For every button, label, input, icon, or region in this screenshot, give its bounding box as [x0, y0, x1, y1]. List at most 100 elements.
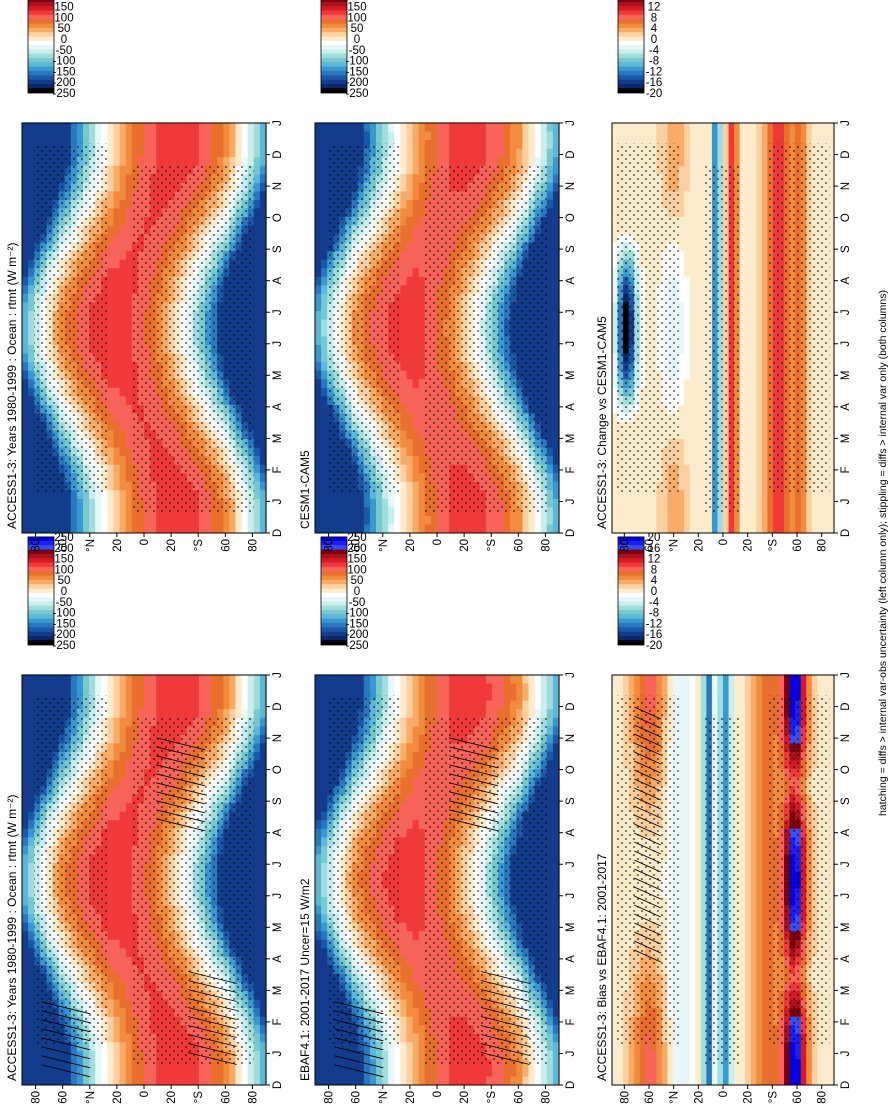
heatmap-cell — [58, 1067, 66, 1077]
colorbar-swatch — [28, 571, 54, 576]
heatmap-cell — [186, 1075, 194, 1085]
heatmap-cell — [107, 998, 115, 1009]
heatmap-cell — [107, 1067, 115, 1077]
heatmap-cell — [137, 122, 145, 132]
heatmap-cell — [418, 1016, 426, 1026]
heatmap-cell — [400, 1050, 408, 1060]
heatmap-cell — [418, 1075, 426, 1085]
heatmap-cell — [180, 1075, 188, 1085]
heatmap-cell — [211, 523, 218, 533]
heatmap-cell — [131, 691, 139, 701]
heatmap-cell — [119, 395, 127, 405]
heatmap-cell — [76, 130, 84, 141]
heatmap-cell — [253, 404, 261, 414]
heatmap-cell — [198, 682, 206, 693]
heatmap-cell — [247, 148, 255, 158]
heatmap-cell — [22, 1024, 29, 1034]
heatmap-cell — [144, 1075, 151, 1085]
colorbar-swatch — [28, 49, 54, 55]
heatmap-cell — [107, 1075, 115, 1085]
month-label: D — [272, 150, 284, 158]
month-label: N — [272, 734, 284, 742]
heatmap-cell — [174, 130, 182, 141]
heatmap-cell — [241, 515, 249, 525]
heatmap-cell — [186, 148, 194, 158]
heatmap-cell — [119, 446, 127, 457]
heatmap-cell — [113, 259, 121, 269]
heatmap-cell — [107, 776, 115, 787]
heatmap-cell — [400, 1058, 408, 1068]
colorbar-swatch — [28, 618, 54, 624]
month-label: M — [272, 986, 284, 996]
heatmap-cell — [418, 879, 426, 889]
heatmap-cell — [253, 216, 261, 226]
heatmap-cell — [546, 896, 554, 906]
heatmap-cell — [101, 122, 109, 132]
heatmap-cell — [113, 887, 121, 898]
heatmap-cell — [125, 173, 133, 183]
heatmap-cell — [22, 862, 29, 872]
heatmap-cell — [412, 947, 420, 957]
heatmap-cell — [113, 922, 121, 932]
colorbar-swatch — [28, 19, 54, 24]
heatmap-cell — [107, 165, 115, 175]
heatmap-cell — [28, 293, 35, 303]
heatmap-cell — [168, 139, 176, 149]
heatmap-cell — [400, 879, 408, 889]
heatmap-cell — [259, 1041, 267, 1051]
heatmap-cell — [119, 267, 127, 277]
heatmap-cell — [107, 1007, 115, 1017]
heatmap-cell — [315, 879, 322, 889]
heatmap-cell — [22, 156, 29, 166]
heatmap-cell — [205, 674, 212, 684]
heatmap-cell — [253, 879, 261, 889]
heatmap-cell — [321, 990, 328, 1000]
heatmap-cell — [107, 939, 115, 949]
heatmap-cell — [113, 481, 121, 491]
heatmap-cell — [259, 896, 267, 906]
heatmap-cell — [113, 939, 121, 949]
heatmap-cell — [253, 165, 261, 175]
heatmap-cell — [131, 682, 139, 693]
heatmap-cell — [418, 922, 426, 932]
heatmap-cell — [119, 998, 127, 1009]
heatmap-cell — [28, 1058, 35, 1068]
heatmap-cell — [101, 1067, 109, 1077]
heatmap-cell — [192, 1067, 200, 1077]
heatmap-cell — [229, 148, 237, 158]
heatmap-cell — [186, 691, 194, 701]
lat-label: 0 — [139, 1091, 151, 1097]
heatmap-cell — [113, 853, 121, 863]
heatmap-cell — [125, 130, 133, 141]
heatmap-cell — [125, 751, 133, 761]
heatmap-cell — [253, 335, 261, 346]
heatmap-cell — [22, 674, 29, 684]
heatmap-cell — [28, 370, 35, 380]
heatmap-cell — [186, 515, 194, 525]
heatmap-cell — [28, 870, 35, 880]
heatmap-cell — [125, 387, 133, 397]
heatmap-cell — [418, 939, 426, 949]
heatmap-cell — [113, 802, 121, 812]
heatmap-cell — [315, 1075, 322, 1085]
heatmap-cell — [95, 682, 102, 693]
heatmap-cell — [113, 267, 121, 277]
heatmap-cell — [22, 768, 29, 778]
heatmap-cell — [125, 267, 133, 277]
heatmap-cell — [119, 785, 127, 795]
heatmap-cell — [259, 913, 267, 923]
heatmap-cell — [540, 1075, 548, 1085]
heatmap-cell — [83, 506, 90, 516]
heatmap-cell — [400, 1007, 408, 1017]
heatmap-cell — [107, 378, 115, 388]
heatmap-cell — [241, 523, 249, 533]
heatmap-cell — [119, 700, 127, 710]
heatmap-cell — [22, 241, 29, 252]
heatmap-cell — [52, 1075, 60, 1085]
heatmap-cell — [406, 939, 414, 949]
heatmap-cell — [95, 1075, 102, 1085]
heatmap-cell — [113, 370, 121, 380]
heatmap-cell — [253, 122, 261, 132]
heatmap-cell — [46, 1058, 54, 1068]
heatmap-cell — [113, 973, 121, 983]
